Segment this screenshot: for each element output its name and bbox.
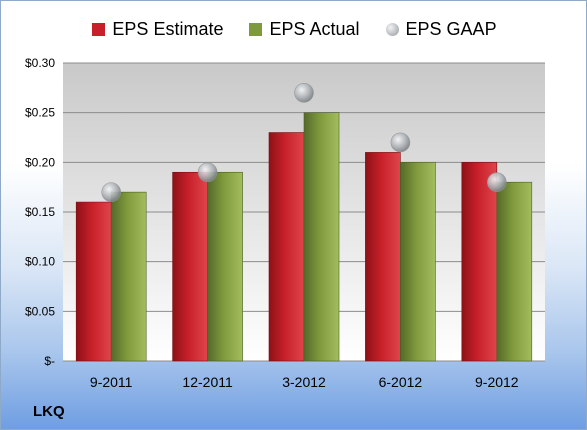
x-tick-label: 3-2012 [282,374,326,390]
legend-label-eps-gaap: EPS GAAP [405,19,497,39]
legend-item-eps-gaap: EPS GAAP [385,19,497,40]
bar-eps-estimate [75,201,112,362]
x-tick-label: 6-2012 [379,374,423,390]
legend-label-eps-actual: EPS Actual [269,19,360,39]
bar-eps-actual [496,181,533,362]
marker-eps-gaap [294,83,314,103]
bar-eps-estimate [172,171,208,362]
marker-eps-gaap [486,172,507,192]
bar-eps-actual [303,112,340,362]
y-tick-label: $0.30 [25,56,55,70]
bar-eps-estimate [461,162,498,362]
legend-swatch-eps-actual [249,23,263,36]
legend-swatch-eps-estimate [92,23,106,36]
y-tick-label: $0.25 [25,106,55,120]
bar-eps-actual [400,162,436,362]
bar-eps-estimate [268,132,305,362]
bar-eps-estimate [365,152,401,362]
legend-label-eps-estimate: EPS Estimate [112,19,224,39]
marker-eps-gaap [390,132,411,153]
legend: EPS Estimate EPS Actual EPS GAAP [1,19,586,40]
y-tick-label: $- [44,354,55,368]
y-tick-label: $0.15 [25,205,55,219]
ticker-label: LKQ [33,403,65,420]
y-tick-label: $0.05 [25,304,55,318]
bar-eps-actual [207,171,243,362]
y-tick-label: $0.20 [25,155,55,169]
bar-eps-actual [110,191,147,362]
y-tick-label: $0.10 [25,255,55,269]
marker-eps-gaap [101,182,121,202]
x-tick-label: 12-2011 [182,374,233,390]
marker-eps-gaap [197,162,218,183]
x-tick-label: 9-2012 [475,374,519,390]
legend-swatch-eps-gaap [385,23,399,36]
legend-item-eps-actual: EPS Actual [249,19,360,40]
x-tick-label: 9-2011 [90,374,133,390]
legend-item-eps-estimate: EPS Estimate [92,19,223,40]
